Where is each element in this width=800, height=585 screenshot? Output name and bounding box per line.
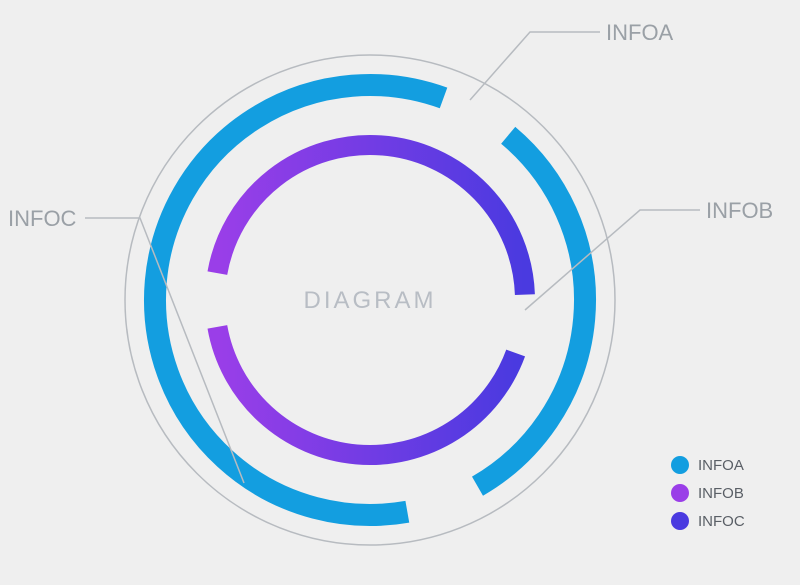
callout-a-label: INFOA	[606, 20, 674, 45]
inner-ring-segment-1	[217, 145, 525, 295]
callout-a: INFOA	[470, 20, 674, 100]
legend: INFOA INFOB INFOC	[671, 456, 745, 530]
legend-label-1: INFOB	[698, 485, 744, 502]
legend-label-0: INFOA	[698, 457, 744, 474]
callout-a-line	[470, 32, 600, 100]
diagram-svg: INFOA INFOB INFOC DIAGRAM INFOAINFOBINFO…	[0, 0, 800, 585]
callout-b-line	[525, 210, 700, 310]
outer-ring-segment-1	[478, 135, 586, 486]
legend-dot-1	[671, 484, 689, 502]
legend-dot-2	[671, 512, 689, 530]
center-title: DIAGRAM	[303, 287, 436, 314]
inner-ring-segment-0	[217, 327, 515, 455]
callout-b-label: INFOB	[706, 198, 773, 223]
legend-dot-0	[671, 456, 689, 474]
callout-c-label: INFOC	[8, 206, 77, 231]
legend-label-2: INFOC	[698, 513, 745, 530]
